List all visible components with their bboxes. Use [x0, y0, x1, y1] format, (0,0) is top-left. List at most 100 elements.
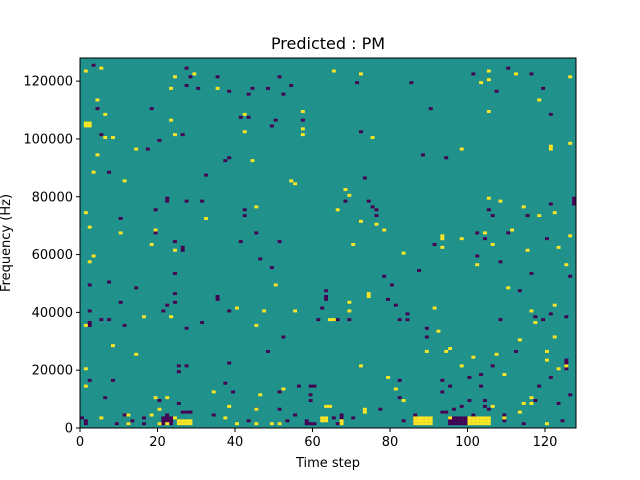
heatmap-cell-low — [312, 384, 317, 388]
heatmap-cell-high — [83, 124, 88, 128]
heatmap-cell-low — [83, 422, 88, 426]
heatmap-cell-low — [529, 271, 534, 275]
heatmap-cell-high — [103, 136, 108, 139]
heatmap-cell-high — [448, 347, 453, 350]
heatmap-cell-low — [227, 361, 232, 365]
heatmap-cell-high — [467, 419, 472, 423]
heatmap-cell-low — [502, 413, 507, 417]
heatmap-cell-low — [176, 401, 181, 405]
heatmap-cell-high — [506, 286, 511, 290]
heatmap-cell-low — [370, 205, 375, 209]
heatmap-cell-low — [339, 413, 344, 417]
heatmap-cell-high — [328, 404, 332, 408]
heatmap-cell-high — [223, 416, 228, 420]
heatmap-cell-low — [266, 349, 270, 353]
heatmap-cell-low — [455, 416, 460, 420]
heatmap-cell-high — [448, 416, 453, 420]
heatmap-cell-low — [169, 416, 174, 420]
heatmap-cell-high — [169, 315, 174, 319]
heatmap-cell-low — [176, 364, 181, 368]
heatmap-cell-high — [417, 416, 422, 420]
heatmap-cell-high — [401, 251, 406, 255]
heatmap-cell-high — [564, 263, 569, 267]
heatmap-cell-low — [165, 196, 170, 200]
plot-frame — [79, 57, 577, 429]
heatmap-cell-low — [452, 419, 456, 423]
heatmap-cell-low — [541, 86, 546, 90]
heatmap-cell-low — [118, 300, 123, 304]
heatmap-cell-high — [362, 410, 367, 414]
heatmap-cell-low — [87, 323, 92, 327]
heatmap-cell-high — [281, 387, 286, 391]
heatmap-cell-low — [204, 173, 208, 177]
heatmap-cell-low — [297, 384, 301, 388]
heatmap-cell-low — [521, 422, 526, 426]
heatmap-cell-high — [211, 390, 216, 394]
heatmap-cell-low — [444, 410, 449, 414]
heatmap-cell-high — [502, 416, 507, 420]
heatmap-cell-low — [397, 318, 402, 322]
heatmap-cell-high — [180, 419, 185, 423]
heatmap-cell-high — [169, 86, 174, 90]
heatmap-cell-low — [506, 66, 511, 70]
heatmap-cell-high — [242, 112, 247, 116]
heatmap-cell-low — [374, 208, 379, 212]
heatmap-cell-low — [324, 289, 329, 293]
heatmap-cell-high — [262, 309, 267, 313]
heatmap-cell-low — [440, 390, 445, 394]
heatmap-cell-low — [362, 176, 367, 180]
heatmap-cell-low — [421, 153, 425, 157]
heatmap-cell-high — [564, 364, 569, 368]
heatmap-cell-low — [452, 407, 456, 411]
heatmap-cell-high — [149, 413, 154, 417]
heatmap-cell-high — [83, 367, 88, 371]
heatmap-cell-high — [134, 147, 139, 151]
heatmap-cell-high — [552, 211, 557, 215]
heatmap-cell-low — [444, 156, 449, 160]
heatmap-cell-high — [87, 225, 92, 229]
heatmap-cell-high — [417, 419, 422, 423]
heatmap-cell-high — [335, 208, 340, 212]
heatmap-cell-low — [413, 413, 418, 417]
heatmap-cell-low — [149, 107, 154, 111]
heatmap-cell-high — [153, 228, 158, 232]
heatmap-cell-low — [107, 280, 112, 284]
heatmap-cell-low — [91, 63, 96, 67]
heatmap-cell-low — [277, 407, 282, 411]
heatmap-cell-low — [157, 138, 162, 142]
heatmap-cell-low — [359, 130, 363, 134]
heatmap-cell-low — [479, 373, 484, 377]
heatmap-cell-high — [490, 243, 495, 246]
y-tick-label: 40000 — [32, 306, 73, 321]
heatmap-cell-low — [180, 245, 185, 249]
heatmap-cell-high — [176, 419, 181, 423]
y-tick-label: 20000 — [32, 364, 73, 379]
heatmap-cell-high — [568, 75, 573, 79]
heatmap-cell-high — [157, 407, 162, 411]
heatmap-cell-high — [103, 112, 108, 116]
heatmap-cell-low — [405, 318, 410, 322]
heatmap-cell-high — [486, 110, 491, 113]
heatmap-cell-low — [184, 84, 189, 87]
heatmap-cell-high — [258, 393, 263, 397]
heatmap-cell-high — [184, 422, 189, 426]
heatmap-cell-high — [432, 306, 437, 310]
heatmap-cell-low — [258, 257, 263, 261]
heatmap-cell-low — [355, 81, 360, 85]
heatmap-cell-high — [95, 98, 100, 102]
heatmap-cell-low — [308, 393, 313, 397]
heatmap-cell-high — [235, 422, 239, 426]
heatmap-cell-high — [254, 422, 259, 426]
heatmap-cell-high — [173, 416, 177, 420]
heatmap-cell-high — [459, 364, 464, 368]
heatmap-cell-high — [494, 352, 499, 356]
heatmap-cell-low — [173, 240, 177, 244]
heatmap-cell-low — [227, 156, 232, 160]
heatmap-cell-high — [277, 422, 282, 426]
heatmap-cell-low — [382, 274, 387, 278]
heatmap-cell-high — [479, 422, 484, 426]
heatmap-cell-high — [486, 416, 491, 420]
heatmap-cell-low — [153, 231, 158, 235]
heatmap-cell-low — [405, 312, 410, 316]
y-axis-label: Frequency (Hz) — [0, 194, 14, 292]
